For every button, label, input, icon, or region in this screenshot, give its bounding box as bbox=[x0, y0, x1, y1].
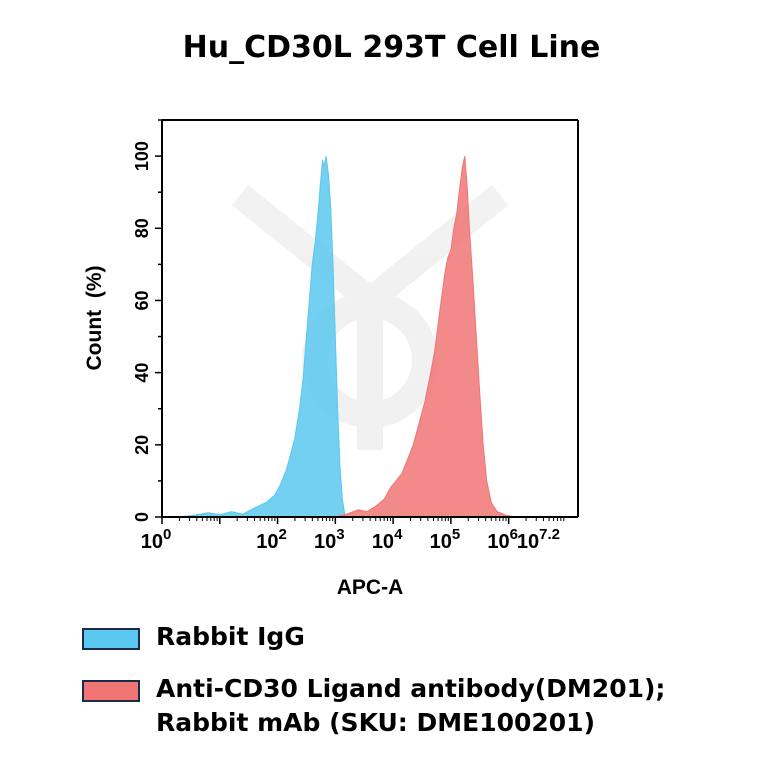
y-tick-label: 80 bbox=[132, 218, 152, 238]
legend-swatch-rabbit-igg bbox=[82, 628, 140, 650]
x-tick-label: 106 bbox=[487, 526, 518, 553]
series-layer bbox=[179, 155, 515, 518]
y-axis-label: Count (%) bbox=[83, 266, 106, 371]
x-tick-label: 105 bbox=[430, 526, 461, 553]
legend-item-rabbit-igg: Rabbit IgG bbox=[82, 620, 305, 654]
y-tick-label: 40 bbox=[132, 363, 152, 383]
legend-label-anti-cd30l: Anti-CD30 Ligand antibody(DM201); Rabbit… bbox=[156, 674, 666, 737]
legend-swatch-anti-cd30l bbox=[82, 680, 140, 702]
series-area-anti-cd30l bbox=[335, 155, 515, 518]
x-tick-label: 104 bbox=[372, 526, 403, 553]
y-tick-label: 0 bbox=[132, 512, 152, 522]
legend-item-anti-cd30l: Anti-CD30 Ligand antibody(DM201); Rabbit… bbox=[82, 672, 665, 740]
chart-title: Hu_CD30L 293T Cell Line bbox=[182, 30, 601, 65]
x-tick-label: 102 bbox=[256, 526, 287, 553]
y-tick-label: 100 bbox=[132, 141, 152, 171]
x-tick-label: 107.2 bbox=[517, 526, 560, 553]
legend-label-rabbit-igg: Rabbit IgG bbox=[156, 622, 305, 651]
y-tick-label: 20 bbox=[132, 435, 152, 455]
axes bbox=[155, 119, 579, 524]
x-axis-label: APC-A bbox=[337, 576, 404, 599]
y-tick-label: 60 bbox=[132, 290, 152, 310]
x-tick-label: 103 bbox=[314, 526, 345, 553]
series-area-rabbit-igg bbox=[179, 155, 348, 518]
x-tick-label: 100 bbox=[141, 526, 172, 553]
